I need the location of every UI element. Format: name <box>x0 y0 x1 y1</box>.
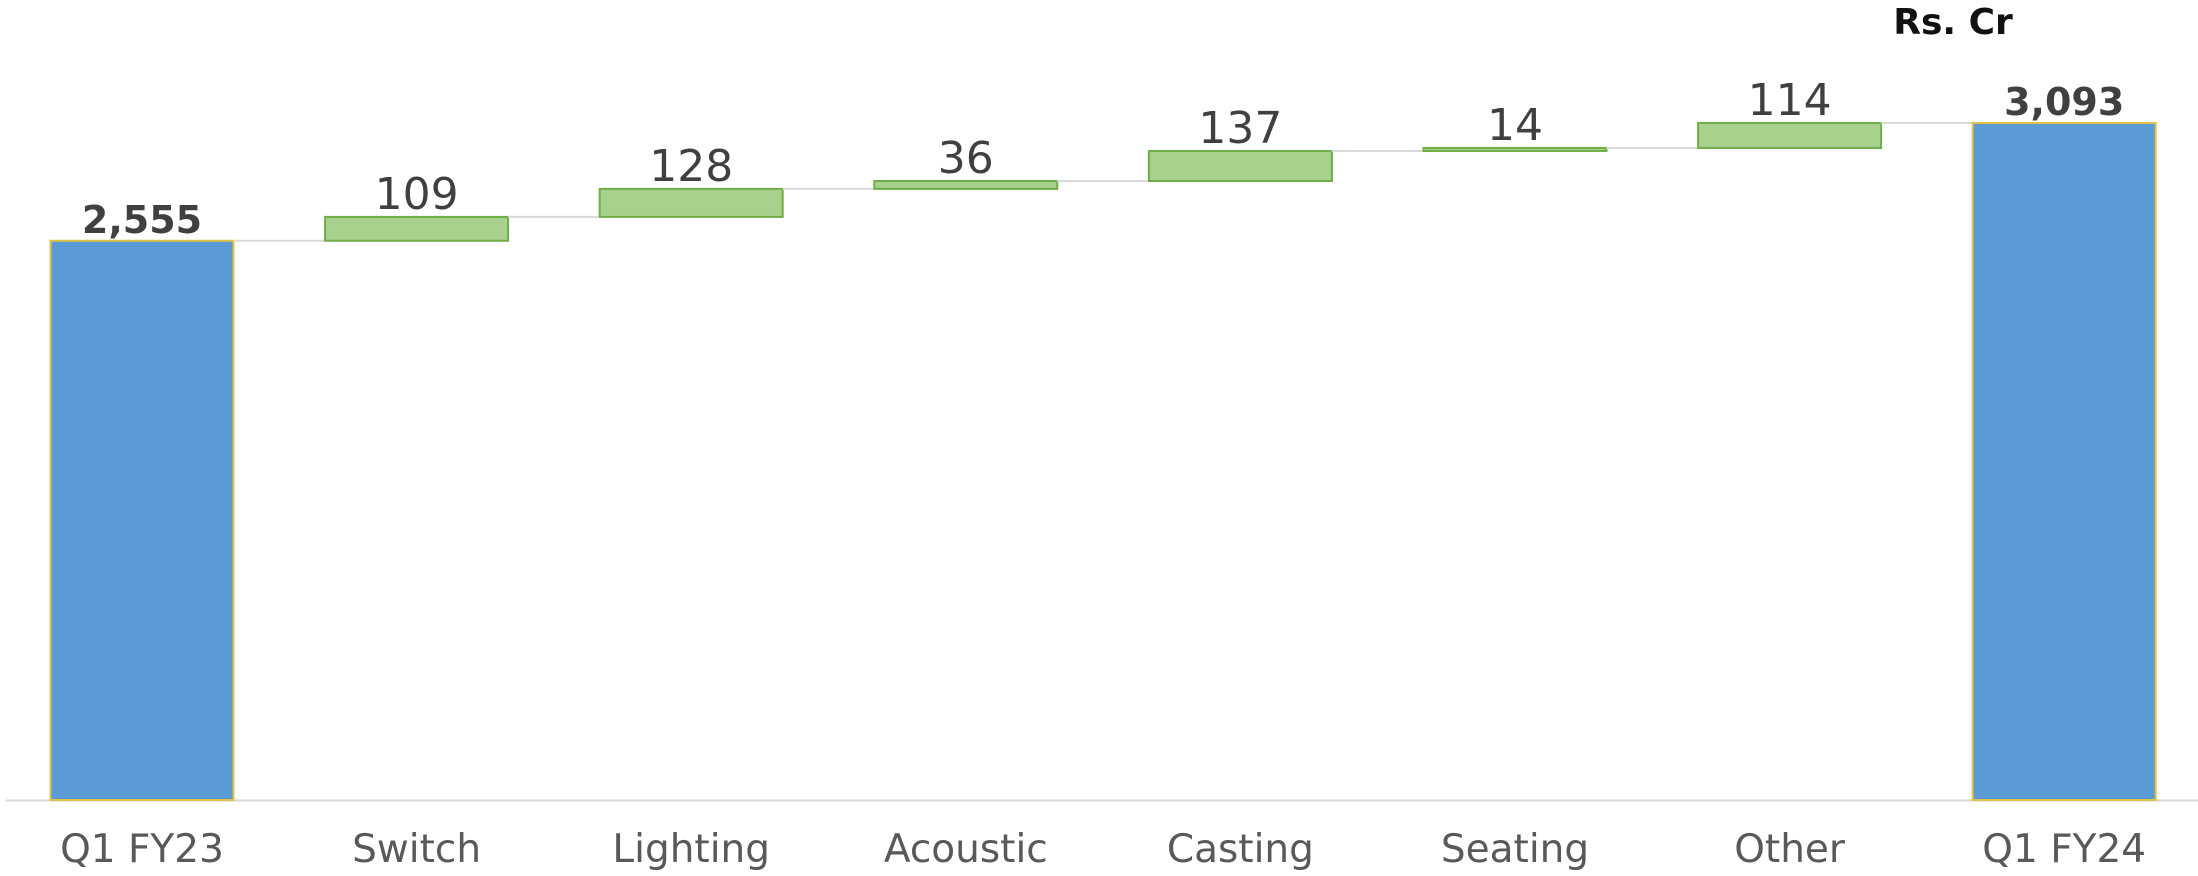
value-label: 14 <box>1487 100 1543 151</box>
bar <box>598 187 784 218</box>
x-tick-label: Casting <box>1167 827 1314 872</box>
x-tick-label: Q1 FY24 <box>1982 827 2146 872</box>
value-label: 114 <box>1748 75 1832 126</box>
unit-label: Rs. Cr <box>1893 2 2013 43</box>
value-label: 128 <box>649 141 733 192</box>
value-label: 36 <box>938 133 994 184</box>
value-label: 2,555 <box>82 198 202 242</box>
x-tick-label: Lighting <box>612 827 770 872</box>
value-label: 109 <box>375 169 459 220</box>
value-label: 137 <box>1198 103 1282 154</box>
bar <box>1422 146 1608 153</box>
x-tick-label: Q1 FY23 <box>60 827 224 872</box>
bar <box>324 215 510 242</box>
bar <box>1147 150 1333 183</box>
bar <box>1697 122 1883 149</box>
x-tick-label: Other <box>1734 827 1846 872</box>
x-tick-label: Seating <box>1441 827 1589 872</box>
bar <box>49 239 235 801</box>
value-label: 3,093 <box>2004 80 2124 124</box>
bar <box>873 180 1059 190</box>
x-tick-label: Acoustic <box>884 827 1048 872</box>
bar <box>1971 122 2157 801</box>
x-tick-label: Switch <box>352 827 481 872</box>
